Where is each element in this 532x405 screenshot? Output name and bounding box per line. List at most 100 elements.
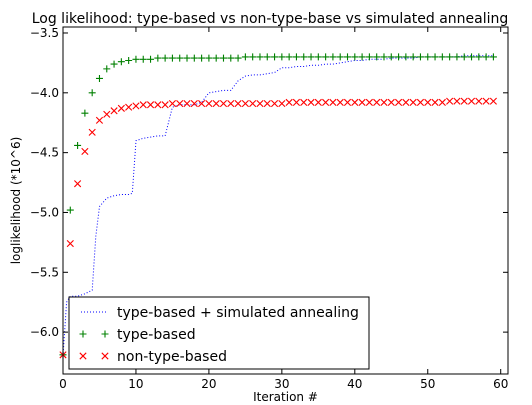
data-point-type-based (468, 53, 476, 61)
data-point-type-based (424, 53, 432, 61)
data-point-non-type-based (125, 103, 133, 111)
data-point-non-type-based (241, 99, 249, 108)
data-point-non-type-based (103, 110, 111, 118)
legend-label-type-based: type-based (117, 327, 196, 343)
data-point-type-based (453, 53, 461, 61)
data-point-type-based (416, 53, 424, 61)
data-point-non-type-based (190, 99, 198, 108)
data-point-non-type-based (336, 98, 344, 106)
x-tick-label: 10 (128, 377, 143, 391)
data-point-type-based (285, 53, 293, 61)
data-point-type-based (190, 54, 198, 62)
data-point-type-based (74, 141, 82, 149)
data-point-type-based (387, 53, 395, 61)
data-point-non-type-based (424, 98, 432, 106)
data-point-non-type-based (161, 101, 169, 109)
data-point-type-based (322, 53, 330, 61)
y-tick-label: −6.0 (30, 325, 59, 339)
data-point-non-type-based (475, 97, 483, 105)
data-point-type-based (475, 53, 483, 61)
data-point-non-type-based (81, 147, 89, 156)
data-point-non-type-based (256, 99, 264, 108)
data-point-non-type-based (95, 116, 104, 124)
data-point-type-based (241, 53, 249, 61)
data-point-non-type-based (489, 97, 497, 105)
axis-ticks: 0 10 20 30 40 50 60 −6.0 −5.5 −5.0 −4.5 −4.0 −3.5 (30, 26, 508, 391)
data-point-type-based (168, 54, 176, 62)
data-point-non-type-based (365, 98, 373, 106)
data-point-type-based (88, 89, 96, 97)
data-point-type-based (154, 54, 162, 62)
data-point-non-type-based (373, 98, 381, 106)
data-point-type-based (380, 53, 388, 61)
y-axis-label: loglikelihood (*10^6) (9, 137, 23, 265)
data-point-type-based (271, 53, 279, 61)
data-point-non-type-based (380, 98, 388, 106)
data-point-non-type-based (168, 99, 177, 108)
x-tick-label: 20 (201, 377, 216, 391)
data-point-non-type-based (176, 99, 184, 108)
legend-swatch-type-based (79, 330, 87, 338)
data-point-non-type-based (198, 99, 206, 108)
data-point-type-based (446, 53, 454, 61)
data-point-type-based (395, 53, 403, 61)
data-point-type-based (278, 53, 286, 61)
legend-swatch-non-type-based (79, 352, 87, 360)
data-point-type-based (161, 54, 169, 62)
data-point-non-type-based (482, 97, 490, 105)
data-point-non-type-based (154, 101, 162, 109)
data-point-type-based (132, 55, 140, 63)
legend-label-type-based-simulated-annealing: type-based + simulated annealing (117, 305, 359, 321)
data-point-type-based (438, 53, 446, 61)
data-point-non-type-based (292, 98, 301, 106)
data-point-type-based (292, 53, 300, 61)
plot-frame (62, 26, 509, 375)
data-point-type-based (329, 53, 337, 61)
legend-label-non-type-based: non-type-based (117, 349, 227, 365)
chart-title: Log likelihood: type-based vs non-type-b… (32, 11, 509, 27)
data-point-non-type-based (66, 239, 74, 248)
data-point-type-based (176, 54, 184, 62)
data-point-type-based (81, 109, 89, 117)
x-tick-label: 0 (59, 377, 67, 391)
data-point-non-type-based (409, 98, 417, 106)
data-point-non-type-based (212, 99, 220, 108)
data-point-type-based (263, 53, 271, 61)
data-point-type-based (373, 53, 381, 61)
data-point-type-based (95, 74, 103, 82)
data-point-type-based (103, 65, 111, 73)
data-point-non-type-based (322, 98, 330, 106)
x-tick-label: 40 (347, 377, 362, 391)
data-point-non-type-based (460, 97, 468, 105)
data-point-non-type-based (358, 98, 366, 106)
data-point-type-based (489, 53, 497, 61)
data-point-non-type-based (431, 98, 439, 106)
data-point-type-based (183, 54, 191, 62)
x-tick-label: 30 (274, 377, 289, 391)
data-point-type-based (139, 55, 147, 63)
data-point-type-based (66, 206, 74, 214)
data-point-type-based (219, 54, 227, 62)
data-point-type-based (117, 58, 125, 66)
data-point-type-based (358, 53, 366, 61)
data-point-non-type-based (438, 98, 446, 106)
data-point-non-type-based (146, 101, 155, 109)
data-point-type-based (402, 53, 410, 61)
data-point-type-based (256, 53, 264, 61)
data-point-type-based (300, 53, 308, 61)
data-point-type-based (227, 54, 235, 62)
data-point-type-based (482, 53, 490, 61)
data-point-type-based (431, 53, 439, 61)
data-point-type-based (205, 54, 213, 62)
data-point-non-type-based (205, 99, 213, 108)
data-point-non-type-based (307, 98, 315, 106)
data-point-type-based (460, 53, 468, 61)
y-tick-label: −5.5 (30, 265, 59, 279)
data-point-non-type-based (416, 98, 425, 106)
data-point-non-type-based (314, 98, 322, 106)
x-axis-label: Iteration # (253, 390, 318, 404)
y-tick-label: −5.0 (30, 205, 59, 219)
data-point-non-type-based (139, 101, 147, 109)
